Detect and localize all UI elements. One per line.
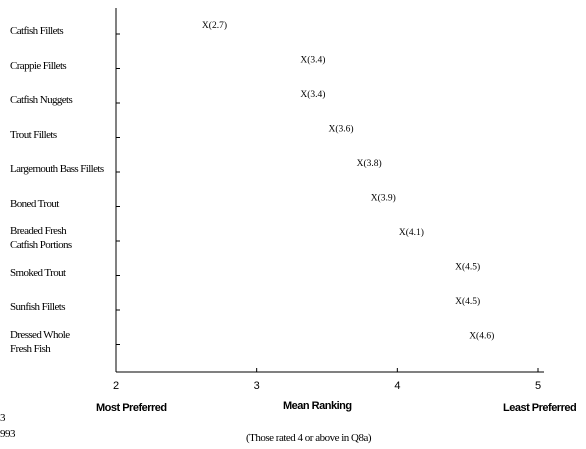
x-left-label: Most Preferred <box>96 402 167 414</box>
x-axis-ticks <box>115 368 539 372</box>
data-point: X(3.8) <box>357 158 382 169</box>
data-point: X(3.4) <box>300 55 325 66</box>
category-label: Breaded Fresh Catfish Portions <box>10 225 72 251</box>
data-point: X(4.5) <box>455 262 480 273</box>
category-label: Smoked Trout <box>10 266 66 279</box>
x-right-label: Least Preferred <box>503 402 577 414</box>
data-points: X(2.7) X(3.4) X(3.4) X(3.6) X(3.8) X(3.9) X(4.… <box>202 20 494 342</box>
corner-label-2: 993 <box>0 428 16 440</box>
data-point: X(4.5) <box>455 296 480 307</box>
x-tick-label: 2 <box>113 380 119 392</box>
subtitle: (Those rated 4 or above in Q8a) <box>246 432 372 444</box>
data-point: X(3.9) <box>371 193 396 204</box>
category-label: Largemouth Bass Fillets <box>10 163 104 175</box>
data-point: X(4.1) <box>399 227 424 238</box>
category-label: Sunfish Fillets <box>10 301 65 313</box>
x-tick-label: 5 <box>535 380 541 392</box>
x-tick-label: 4 <box>394 380 400 392</box>
x-tick-label: 3 <box>253 380 260 392</box>
corner-label-1: 3 <box>0 412 6 424</box>
y-axis-ticks <box>116 33 120 345</box>
category-label: Crappie Fillets <box>10 59 67 72</box>
category-label: Boned Trout <box>10 197 59 210</box>
category-label: Catfish Fillets <box>10 25 64 37</box>
category-label: Catfish Nuggets <box>10 94 73 106</box>
x-axis-title: Mean Ranking <box>283 400 352 412</box>
data-point: X(3.6) <box>329 124 354 135</box>
data-point: X(2.7) <box>202 20 227 31</box>
category-label: Dressed Whole Fresh Fish <box>10 328 70 355</box>
data-point: X(4.6) <box>469 331 494 342</box>
data-point: X(3.4) <box>300 89 325 100</box>
category-label: Trout Fillets <box>10 128 57 141</box>
